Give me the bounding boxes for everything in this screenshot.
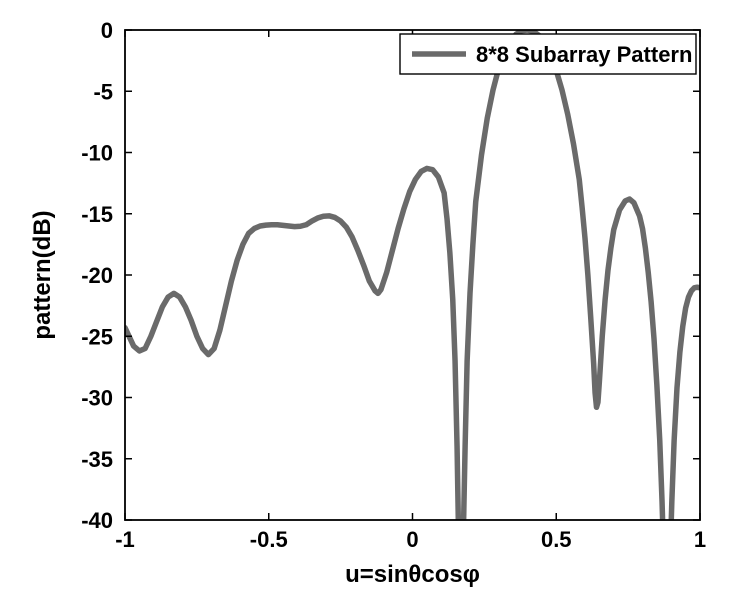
y-tick-label: -20 <box>81 263 113 288</box>
y-axis-label: pattern(dB) <box>29 210 56 339</box>
x-tick-label: 0.5 <box>541 527 572 552</box>
y-tick-label: -15 <box>81 202 113 227</box>
plot-area <box>125 30 700 520</box>
legend-label: 8*8 Subarray Pattern <box>476 42 692 67</box>
y-tick-label: -30 <box>81 386 113 411</box>
chart-container: { "chart": { "type": "line", "canvas_wid… <box>0 0 751 615</box>
y-tick-label: -5 <box>93 79 113 104</box>
x-axis-label: u=sinθcosφ <box>345 561 480 588</box>
x-tick-label: 1 <box>694 527 706 552</box>
y-tick-label: -40 <box>81 508 113 533</box>
y-tick-label: -25 <box>81 324 113 349</box>
line-chart: -1 -0.5 0 0.5 1 -40 -35 -30 -25 -20 -15 -10 -5 0 u=sin… <box>0 0 751 615</box>
y-tick-label: -35 <box>81 447 113 472</box>
x-tick-label: -1 <box>115 527 135 552</box>
y-tick-label: 0 <box>101 18 113 43</box>
y-tick-label: -10 <box>81 141 113 166</box>
x-tick-label: 0 <box>406 527 418 552</box>
x-tick-label: -0.5 <box>250 527 288 552</box>
